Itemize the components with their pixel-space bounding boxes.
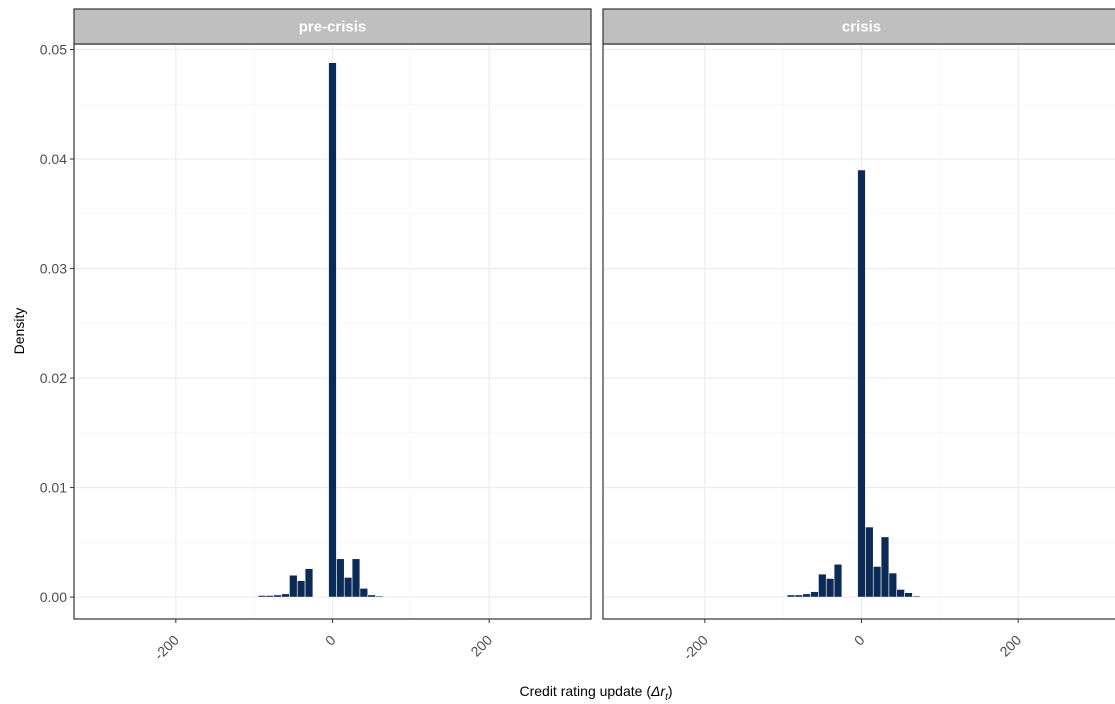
x-axis-title-suffix: ) <box>668 683 673 699</box>
facet-strip <box>73 8 592 45</box>
x-tick-label: -200 <box>151 632 182 663</box>
x-tick-label: -200 <box>680 632 711 663</box>
facet-strip-label: crisis <box>842 19 881 36</box>
histogram-bar <box>802 593 811 598</box>
histogram-bar <box>351 558 361 598</box>
y-tick-label: 0.05 <box>40 41 67 57</box>
histogram-bar <box>794 594 804 598</box>
histogram-bar <box>818 573 827 598</box>
y-tick-label: 0.04 <box>40 151 67 167</box>
facet-panel-1: pre-crisis -200 0 200 <box>73 8 592 663</box>
y-axis-title: Density <box>11 308 27 355</box>
histogram-bar <box>257 595 267 598</box>
x-axis-title-subscript: t <box>665 692 669 703</box>
histogram-bar <box>865 526 874 598</box>
histogram-bar <box>786 594 796 598</box>
histogram-bar <box>857 169 866 598</box>
histogram-bar <box>359 588 369 598</box>
facet-panels: pre-crisis -200 0 200 crisis -200 0 200 <box>73 8 1115 663</box>
histogram-bar <box>336 558 345 598</box>
y-tick-label: 0.02 <box>40 370 67 386</box>
y-tick-label: 0.03 <box>40 261 67 277</box>
histogram-bar <box>281 593 290 598</box>
x-tick-label: 0 <box>851 632 868 649</box>
facet-strip-label: pre-crisis <box>299 19 367 36</box>
histogram-bar <box>343 577 353 598</box>
y-tick-label: 0.01 <box>40 480 67 496</box>
facet-strip <box>602 8 1115 45</box>
histogram-bar <box>367 594 376 598</box>
histogram-bar <box>375 595 384 598</box>
histogram-bar <box>296 580 306 598</box>
histogram-bar <box>888 572 898 598</box>
histogram-bar <box>833 563 843 598</box>
histogram-bar <box>880 536 890 598</box>
histogram-bar <box>912 595 921 598</box>
x-tick-label: 200 <box>467 632 495 660</box>
histogram-bar <box>896 589 905 598</box>
histogram-bar <box>872 566 882 598</box>
histogram-bar <box>825 578 835 598</box>
x-axis-title: Credit rating update (Δrt) <box>519 683 672 703</box>
x-axis-title-prefix: Credit rating update ( <box>519 683 651 699</box>
histogram-bar <box>289 574 298 598</box>
y-tick-label: 0.00 <box>40 589 67 605</box>
histogram-bar <box>810 591 819 598</box>
x-tick-label: 200 <box>996 632 1024 660</box>
histogram-bar <box>904 592 913 598</box>
histogram-bar <box>265 595 275 598</box>
facet-panel-2: crisis -200 0 200 <box>602 8 1115 663</box>
x-axis-title-math: Δr <box>650 683 666 699</box>
x-tick-label: 0 <box>322 632 339 649</box>
histogram-bar <box>304 568 314 598</box>
histogram-bar <box>273 594 282 598</box>
histogram-bar <box>328 62 337 598</box>
y-axis: 0.00 0.01 0.02 0.03 0.04 0.05 <box>40 41 74 605</box>
